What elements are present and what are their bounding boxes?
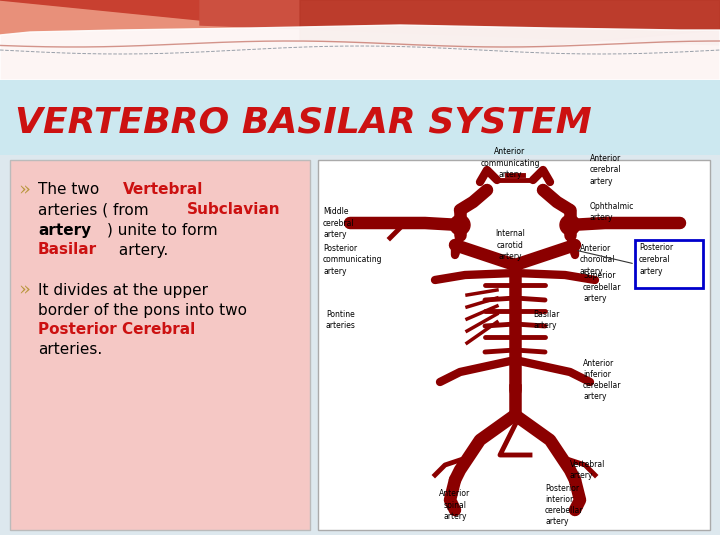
Text: Pontine
arteries: Pontine arteries: [326, 310, 356, 330]
Text: arteries.: arteries.: [38, 342, 102, 357]
Text: Anterior
spinal
artery: Anterior spinal artery: [439, 489, 471, 521]
Text: »: »: [18, 281, 30, 299]
Bar: [10, 160, 310, 530]
Bar: [0, 155, 720, 535]
Text: Vertebral: Vertebral: [123, 183, 204, 198]
Text: Basilar
artery: Basilar artery: [533, 310, 559, 330]
Text: Posterior
interior
cerebellar
artery: Posterior interior cerebellar artery: [545, 484, 583, 526]
Text: artery: artery: [38, 222, 91, 238]
Text: Internal
carotid
artery: Internal carotid artery: [495, 230, 525, 261]
Text: arteries ( from: arteries ( from: [38, 202, 153, 218]
Text: ) unite to form: ) unite to form: [107, 222, 217, 238]
Text: »: »: [18, 181, 30, 199]
Text: Anterior
inferior
cerebellar
artery: Anterior inferior cerebellar artery: [583, 359, 621, 401]
Text: Posterior
communicating
artery: Posterior communicating artery: [323, 245, 382, 275]
Text: Anterior
choroidal
artery: Anterior choroidal artery: [580, 245, 616, 275]
Text: Posterior Cerebral: Posterior Cerebral: [38, 322, 195, 338]
Bar: [635, 240, 703, 288]
Text: The two: The two: [38, 183, 104, 198]
Text: Ophthalmic
artery: Ophthalmic artery: [590, 202, 634, 222]
Polygon shape: [0, 25, 720, 80]
Bar: [0, 80, 720, 155]
Text: Superior
cerebellar
artery: Superior cerebellar artery: [583, 272, 621, 302]
Circle shape: [560, 215, 580, 235]
Text: artery.: artery.: [114, 242, 168, 258]
Text: Anterior
communicating
artery: Anterior communicating artery: [480, 147, 540, 179]
Polygon shape: [300, 0, 720, 50]
Polygon shape: [0, 0, 720, 80]
Text: Anterior
cerebral
artery: Anterior cerebral artery: [590, 154, 621, 186]
Text: Basilar: Basilar: [38, 242, 97, 258]
Text: Vertebral
artery: Vertebral artery: [570, 460, 606, 480]
Polygon shape: [0, 0, 720, 25]
Text: It divides at the upper: It divides at the upper: [38, 282, 208, 298]
Text: border of the pons into two: border of the pons into two: [38, 302, 247, 318]
Text: cerebral: cerebral: [639, 255, 670, 264]
Text: Subclavian: Subclavian: [187, 202, 281, 218]
Polygon shape: [200, 0, 720, 45]
Text: artery: artery: [639, 267, 662, 276]
Text: VERTEBRO BASILAR SYSTEM: VERTEBRO BASILAR SYSTEM: [15, 105, 592, 139]
Circle shape: [450, 215, 470, 235]
Text: Middle
cerebral
artery: Middle cerebral artery: [323, 207, 355, 239]
Text: Posterior: Posterior: [639, 243, 673, 252]
Bar: [318, 160, 710, 530]
